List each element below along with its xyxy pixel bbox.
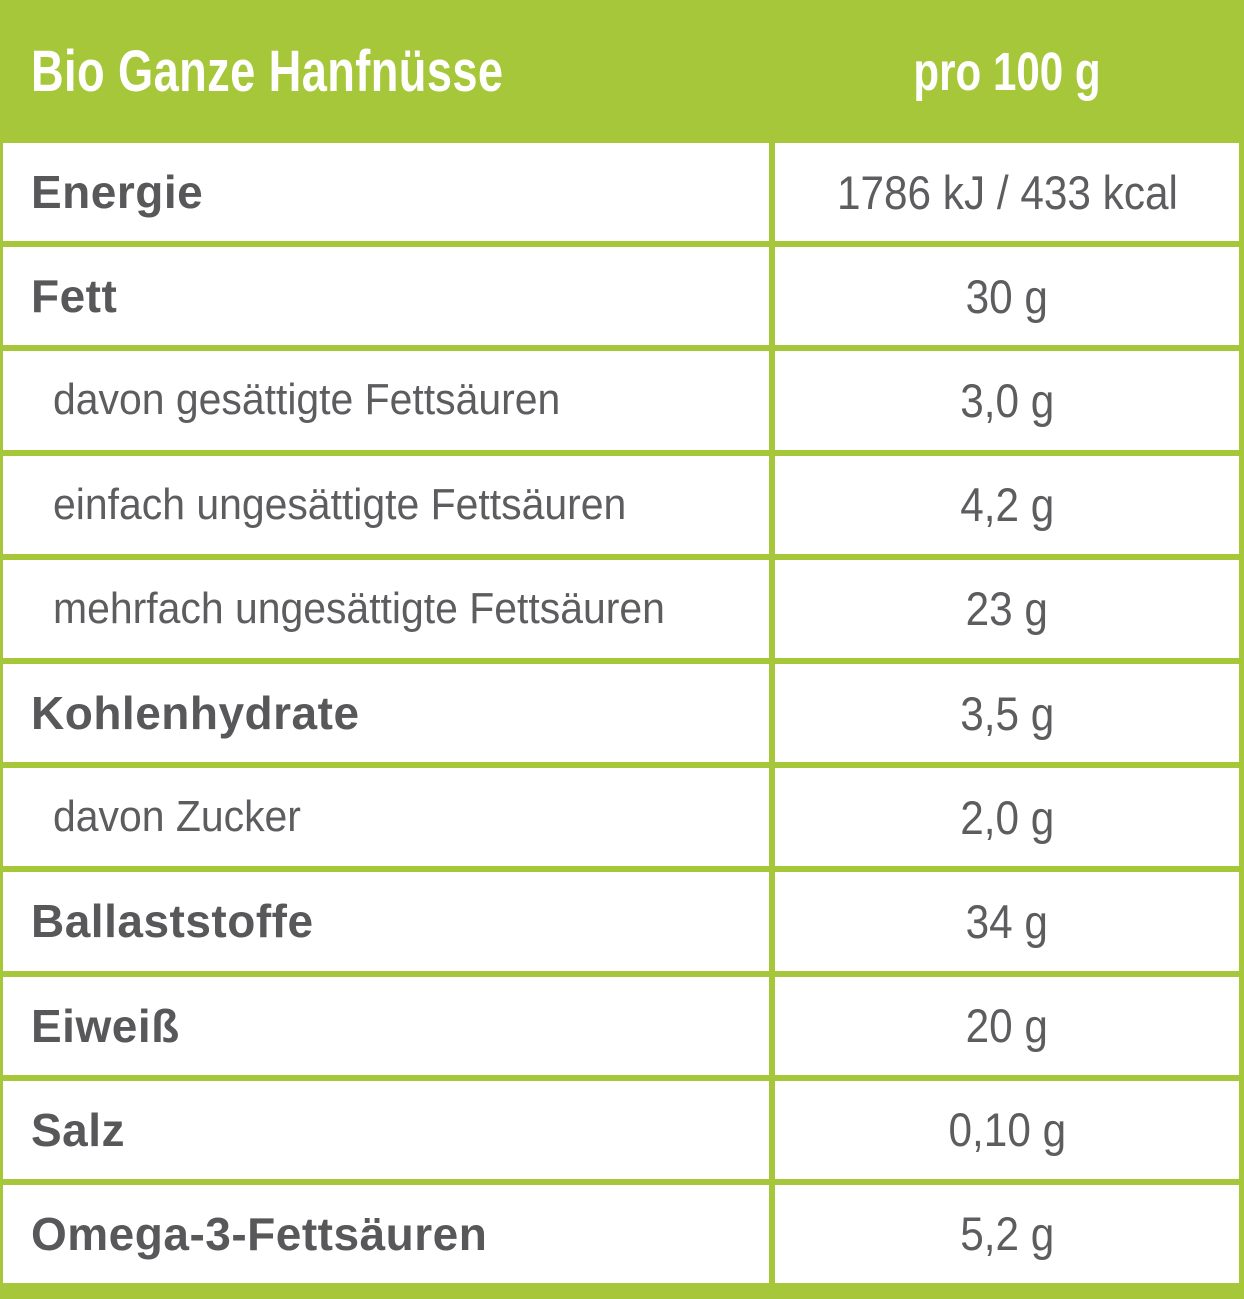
nutrient-value-cell: 30 g	[775, 247, 1239, 346]
nutrient-label: Kohlenhydrate	[31, 687, 360, 740]
nutrient-value: 2,0 g	[959, 790, 1055, 844]
nutrient-value-cell: 1786 kJ / 433 kcal	[775, 143, 1239, 242]
table-row-ballaststoffe: Ballaststoffe 34 g	[3, 872, 1239, 971]
nutrient-value-cell: 34 g	[775, 872, 1239, 971]
footer-bar	[3, 1283, 1239, 1299]
nutrient-label-cell: einfach ungesättigte Fettsäuren	[3, 455, 769, 554]
product-title: Bio Ganze Hanfnüsse	[31, 39, 504, 104]
nutrient-label-cell: Omega-3-Fettsäuren	[3, 1184, 769, 1284]
table-row-energie: Energie 1786 kJ / 433 kcal	[3, 143, 1239, 242]
table-header: Bio Ganze Hanfnüsse pro 100 g	[3, 0, 1239, 143]
table-row-einfach-ungesaettigte: einfach ungesättigte Fettsäuren 4,2 g	[3, 455, 1239, 554]
per-100g-label: pro 100 g	[913, 41, 1101, 102]
nutrient-value: 0,10 g	[948, 1103, 1066, 1157]
header-title-cell: Bio Ganze Hanfnüsse	[3, 38, 769, 105]
nutrient-value-cell: 23 g	[775, 559, 1239, 658]
nutrient-value-cell: 2,0 g	[775, 768, 1239, 867]
nutrient-value: 1786 kJ / 433 kcal	[836, 165, 1178, 219]
nutrient-label: Energie	[31, 166, 204, 219]
nutrient-value: 4,2 g	[959, 478, 1055, 532]
nutrient-value-cell: 4,2 g	[775, 455, 1239, 554]
table-row-omega-3-fettsaeuren: Omega-3-Fettsäuren 5,2 g	[3, 1184, 1239, 1284]
nutrient-label-cell: Kohlenhydrate	[3, 663, 769, 763]
nutrient-label-cell: Eiweiß	[3, 976, 769, 1075]
nutrient-label: Omega-3-Fettsäuren	[31, 1207, 488, 1260]
nutrient-value: 3,0 g	[959, 373, 1055, 427]
nutrient-label: einfach ungesättigte Fettsäuren	[53, 479, 627, 529]
table-row-eiweiss: Eiweiß 20 g	[3, 976, 1239, 1075]
nutrient-value-cell: 3,5 g	[775, 663, 1239, 763]
nutrient-value-cell: 5,2 g	[775, 1184, 1239, 1284]
table-row-mehrfach-ungesaettigte: mehrfach ungesättigte Fettsäuren 23 g	[3, 559, 1239, 658]
nutrient-value-cell: 20 g	[775, 976, 1239, 1075]
table-row-davon-zucker: davon Zucker 2,0 g	[3, 768, 1239, 867]
nutrient-value: 20 g	[965, 999, 1049, 1053]
table-body: Energie 1786 kJ / 433 kcal Fett 30 g dav…	[3, 143, 1239, 1284]
nutrient-value: 30 g	[965, 269, 1049, 323]
nutrient-label-cell: Salz	[3, 1080, 769, 1179]
nutrient-label-cell: Ballaststoffe	[3, 872, 769, 971]
nutrient-label: Fett	[31, 270, 118, 323]
nutrient-label-cell: davon gesättigte Fettsäuren	[3, 351, 769, 450]
nutrient-value: 3,5 g	[959, 686, 1055, 740]
nutrient-label: davon gesättigte Fettsäuren	[53, 375, 561, 425]
table-row-fett: Fett 30 g	[3, 247, 1239, 346]
nutrient-label-cell: mehrfach ungesättigte Fettsäuren	[3, 559, 769, 658]
nutrient-value: 23 g	[965, 582, 1049, 636]
nutrient-value: 34 g	[965, 894, 1049, 948]
nutrient-label: mehrfach ungesättigte Fettsäuren	[53, 583, 665, 633]
nutrient-label: Ballaststoffe	[31, 895, 314, 948]
nutrient-label: Eiweiß	[31, 999, 180, 1052]
nutrient-label: davon Zucker	[53, 792, 301, 842]
nutrient-label-cell: Fett	[3, 247, 769, 346]
nutrient-value-cell: 0,10 g	[775, 1080, 1239, 1179]
nutrient-value-cell: 3,0 g	[775, 351, 1239, 450]
table-row-salz: Salz 0,10 g	[3, 1080, 1239, 1179]
table-row-gesaettigte-fettsaeuren: davon gesättigte Fettsäuren 3,0 g	[3, 351, 1239, 450]
nutrient-label-cell: davon Zucker	[3, 768, 769, 867]
table-row-kohlenhydrate: Kohlenhydrate 3,5 g	[3, 663, 1239, 763]
header-per-cell: pro 100 g	[775, 41, 1239, 103]
nutrient-label-cell: Energie	[3, 143, 769, 242]
nutrient-label: Salz	[31, 1103, 126, 1156]
nutrient-value: 5,2 g	[959, 1207, 1055, 1261]
